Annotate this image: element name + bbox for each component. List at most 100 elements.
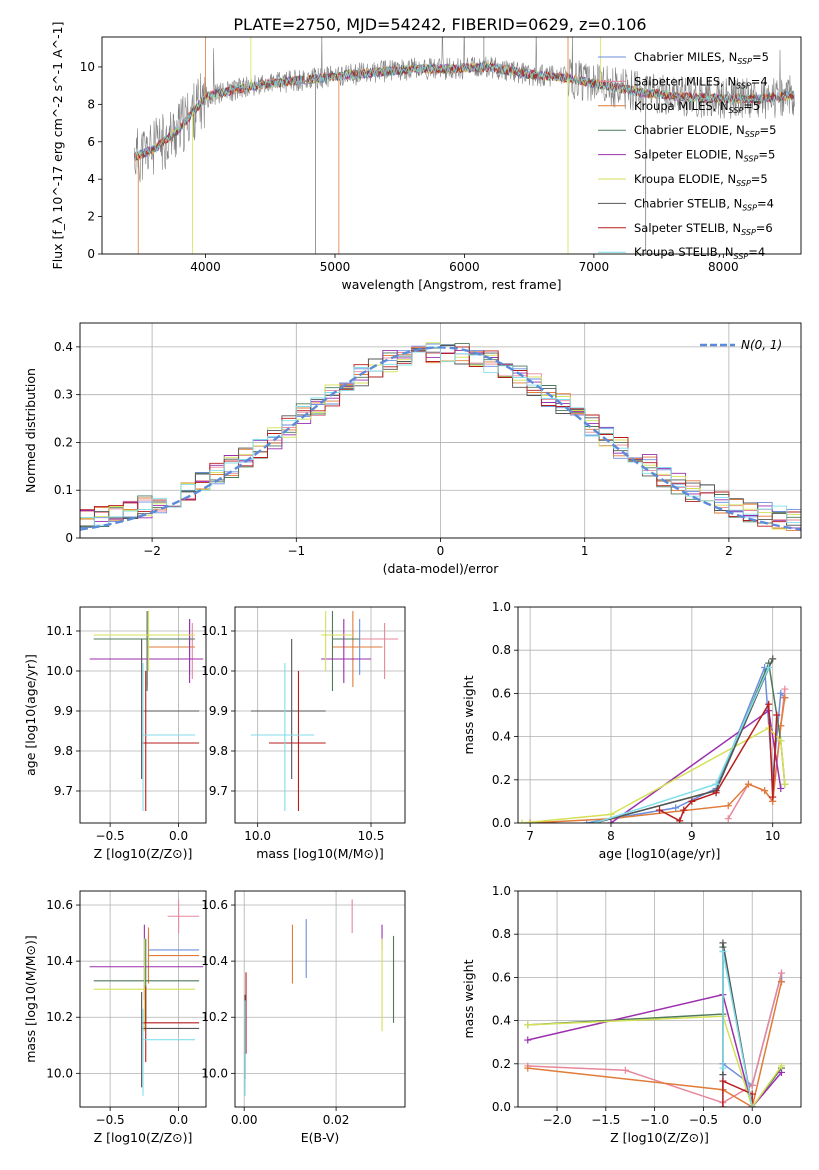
y-tick-label: 0.2 bbox=[54, 435, 73, 449]
weight-marker bbox=[781, 780, 789, 788]
legend-label: Kroupa ELODIE, NSSP=5 bbox=[634, 172, 768, 188]
weight-marker bbox=[518, 819, 526, 823]
y-tick-label: 0.0 bbox=[492, 1100, 511, 1114]
legend-label-sub: SSP bbox=[736, 179, 751, 188]
x-tick-label: −2 bbox=[143, 544, 161, 558]
y-tick-label: 9.8 bbox=[54, 744, 73, 758]
x-axis-label: Z [log10(Z/Z⊙)] bbox=[610, 1130, 709, 1145]
figure-title: PLATE=2750, MJD=54242, FIBERID=0629, z=0… bbox=[233, 15, 646, 34]
y-tick-label: 9.7 bbox=[209, 784, 228, 798]
weight-marker bbox=[748, 1081, 756, 1089]
y-tick-label: 0.4 bbox=[54, 340, 73, 354]
legend-label-sub: SSP bbox=[745, 130, 760, 139]
legend-label-post: =5 bbox=[752, 50, 769, 64]
weight-marker bbox=[769, 655, 777, 663]
y-axis-label: Normed distribution bbox=[23, 368, 38, 493]
weight-line-7 bbox=[659, 701, 778, 822]
x-axis-label: Z [log10(Z/Z⊙)] bbox=[94, 1130, 193, 1145]
plot-area bbox=[80, 607, 206, 823]
weight-marker bbox=[765, 663, 773, 671]
y-tick-label: 0.0 bbox=[492, 816, 511, 830]
axes-frame bbox=[79, 890, 207, 1108]
weight-marker bbox=[526, 819, 534, 823]
y-axis-label: age [log10(age/yr)] bbox=[23, 654, 38, 776]
weight-marker bbox=[719, 1071, 727, 1079]
legend-label: Chabrier ELODIE, NSSP=5 bbox=[634, 123, 776, 139]
y-tick-label: 10.6 bbox=[46, 898, 73, 912]
y-tick-label: 10.0 bbox=[201, 1066, 228, 1080]
weight-marker bbox=[748, 1103, 756, 1107]
legend-label-main: Salpeter MILES, N bbox=[634, 74, 736, 88]
plot-area bbox=[235, 891, 405, 1107]
y-tick-label: 10.4 bbox=[46, 954, 73, 968]
y-tick-label: 8 bbox=[87, 97, 95, 111]
weight-marker bbox=[773, 711, 781, 719]
legend-label-post: =5 bbox=[743, 99, 760, 113]
y-tick-label: 10.1 bbox=[201, 624, 228, 638]
weight-marker bbox=[777, 737, 785, 745]
legend-label: Chabrier STELIB, NSSP=4 bbox=[634, 196, 774, 212]
y-tick-label: 4 bbox=[87, 172, 95, 186]
y-tick-label: 0.3 bbox=[54, 388, 73, 402]
x-tick-label: 0.00 bbox=[231, 1113, 258, 1127]
weight-line-0 bbox=[586, 667, 786, 823]
weight-marker bbox=[724, 802, 732, 810]
x-axis-label: age [log10(age/yr)] bbox=[599, 846, 721, 861]
x-axis-label: Z [log10(Z/Z⊙)] bbox=[94, 846, 193, 861]
y-tick-label: 10.2 bbox=[201, 1010, 228, 1024]
chart-age_vs_mass: 10.0 10.5 9.7 9.8 9.9 10.0 10.1 mass [log10(M/M… bbox=[201, 606, 406, 861]
legend-label: Salpeter STELIB, NSSP=6 bbox=[634, 221, 773, 237]
plot-area bbox=[518, 607, 801, 823]
weight-marker bbox=[656, 806, 663, 814]
plot-area bbox=[80, 891, 206, 1107]
plot-area bbox=[80, 323, 801, 538]
legend-label: Kroupa MILES, NSSP=5 bbox=[634, 99, 760, 115]
legend-label-main: Chabrier ELODIE, N bbox=[634, 123, 745, 137]
weight-marker bbox=[765, 724, 773, 732]
weight-marker bbox=[524, 1036, 532, 1044]
x-tick-label: 7 bbox=[526, 829, 534, 843]
legend-label-sub: SSP bbox=[737, 57, 752, 66]
y-tick-label: 9.9 bbox=[209, 704, 228, 718]
weight-line-2 bbox=[527, 981, 783, 1107]
legend-label: Salpeter ELODIE, NSSP=5 bbox=[634, 148, 775, 164]
y-tick-label: 2 bbox=[87, 210, 95, 224]
legend-label-post: =5 bbox=[751, 172, 768, 186]
plot-area bbox=[518, 891, 801, 1107]
legend-label-post: =5 bbox=[760, 123, 777, 137]
y-tick-label: 10.4 bbox=[201, 954, 228, 968]
x-tick-label: 9 bbox=[688, 829, 696, 843]
y-tick-label: 0.2 bbox=[492, 1057, 511, 1071]
x-tick-label: −1 bbox=[287, 544, 305, 558]
weight-marker bbox=[621, 1066, 629, 1074]
x-tick-label: −1.5 bbox=[591, 1113, 620, 1127]
chart-weight_vs_Z: −2.0 −1.5 −1.0 −0.5 0.0 0.0 0.2 0.4 0.6 0.8 1.0 Z [… bbox=[461, 884, 802, 1145]
gaussian-legend-label: N(0, 1) bbox=[741, 338, 782, 352]
weight-marker bbox=[724, 815, 732, 823]
x-tick-label: −2.0 bbox=[542, 1113, 571, 1127]
spectrum-model-8 bbox=[134, 61, 795, 160]
weight-marker bbox=[777, 1062, 785, 1070]
weight-marker bbox=[712, 789, 720, 797]
weight-marker bbox=[676, 817, 684, 823]
legend-label-main: Kroupa ELODIE, N bbox=[634, 172, 736, 186]
legend-label: Salpeter MILES, NSSP=4 bbox=[634, 74, 768, 90]
weight-marker bbox=[524, 1021, 532, 1029]
y-tick-label: 0.8 bbox=[492, 927, 511, 941]
weight-marker bbox=[591, 819, 599, 823]
x-tick-label: 7000 bbox=[579, 260, 610, 274]
chart-age_vs_Z: −0.5 0.0 9.7 9.8 9.9 10.0 10.1 Z [log10(Z/Z⊙)] a… bbox=[23, 606, 207, 861]
axes-frame bbox=[101, 36, 802, 255]
weight-marker bbox=[777, 978, 785, 986]
axes-frame bbox=[234, 606, 406, 824]
x-tick-label: −0.5 bbox=[689, 1113, 718, 1127]
weight-marker bbox=[719, 939, 727, 947]
histogram-2 bbox=[80, 347, 801, 532]
legend-label-sub: SSP bbox=[734, 252, 749, 261]
weight-marker bbox=[712, 780, 720, 788]
x-tick-label: 0.0 bbox=[743, 1113, 762, 1127]
legend-label-sub: SSP bbox=[729, 106, 744, 115]
legend-label-post: =5 bbox=[758, 148, 775, 162]
